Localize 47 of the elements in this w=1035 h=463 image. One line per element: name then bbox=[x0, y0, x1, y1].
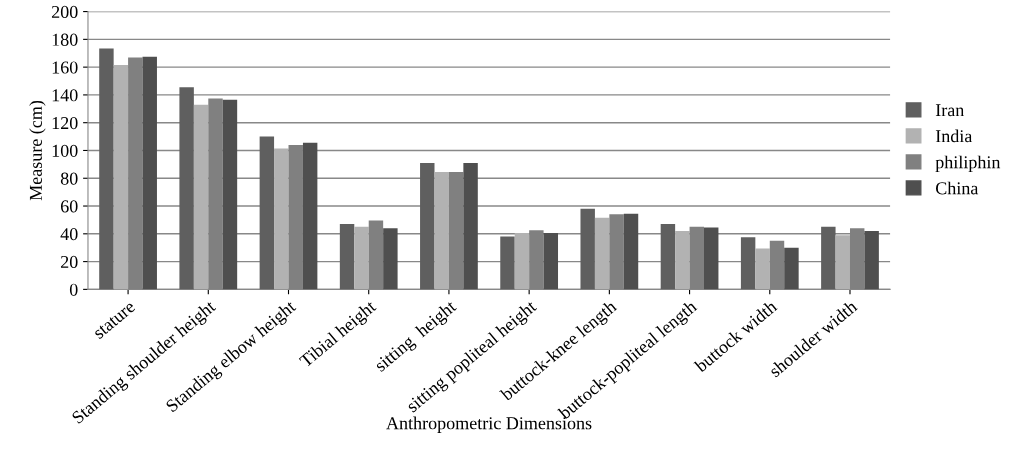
bar bbox=[420, 162, 435, 290]
y-axis-title: Measure (cm) bbox=[29, 100, 46, 201]
bar bbox=[113, 65, 129, 290]
bar bbox=[434, 172, 449, 290]
y-tick-label: 200 bbox=[51, 5, 78, 19]
bar bbox=[193, 104, 209, 290]
bar bbox=[594, 217, 610, 290]
bar bbox=[383, 228, 398, 290]
bar bbox=[755, 248, 770, 290]
bar bbox=[339, 224, 355, 290]
legend-label: philiphin bbox=[935, 155, 1001, 173]
bar bbox=[302, 142, 318, 290]
y-tick-label: 160 bbox=[52, 61, 78, 74]
bar bbox=[99, 48, 114, 290]
bar bbox=[543, 233, 559, 290]
bar bbox=[142, 56, 157, 290]
y-tick-label: 80 bbox=[60, 172, 78, 185]
bar bbox=[463, 162, 478, 290]
bar bbox=[704, 227, 719, 290]
bar bbox=[660, 224, 676, 290]
legend-label: India bbox=[935, 129, 973, 143]
bar bbox=[580, 208, 595, 290]
bar bbox=[864, 231, 879, 290]
bar bbox=[354, 226, 369, 290]
bar bbox=[675, 231, 690, 290]
bar bbox=[835, 235, 850, 290]
legend-label: Iran bbox=[935, 104, 965, 117]
bar bbox=[500, 236, 515, 290]
y-tick-label: 0 bbox=[69, 283, 78, 296]
bar bbox=[623, 213, 639, 290]
y-tick-label: 140 bbox=[52, 89, 78, 102]
x-axis-title: Anthropometric Dimensions bbox=[386, 416, 592, 433]
y-tick-label: 40 bbox=[60, 228, 78, 241]
legend-label: China bbox=[935, 181, 979, 195]
bar bbox=[259, 136, 275, 290]
bar bbox=[274, 148, 289, 290]
y-tick-label: 120 bbox=[52, 116, 78, 130]
bar bbox=[514, 233, 530, 290]
bar bbox=[222, 99, 238, 290]
bar bbox=[740, 237, 756, 290]
y-tick-label: 20 bbox=[60, 255, 78, 269]
bar bbox=[821, 226, 836, 290]
bar bbox=[784, 247, 799, 290]
bar bbox=[179, 87, 194, 290]
y-tick-label: 100 bbox=[52, 144, 78, 157]
y-tick-label: 60 bbox=[60, 200, 78, 213]
y-tick-label: 180 bbox=[52, 33, 78, 46]
